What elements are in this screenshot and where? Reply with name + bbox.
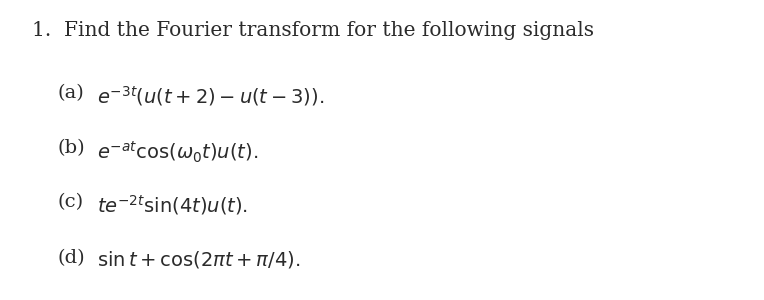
Text: 1.  Find the Fourier transform for the following signals: 1. Find the Fourier transform for the fo… (32, 21, 594, 40)
Text: (a): (a) (57, 84, 84, 102)
Text: $\sin t + \cos(2\pi t + \pi/4).$: $\sin t + \cos(2\pi t + \pi/4).$ (97, 249, 300, 270)
Text: (c): (c) (57, 194, 83, 211)
Text: (b): (b) (57, 140, 85, 158)
Text: (d): (d) (57, 249, 85, 267)
Text: $te^{-2t}\sin(4t)u(t).$: $te^{-2t}\sin(4t)u(t).$ (97, 194, 248, 218)
Text: $e^{-at}\cos(\omega_0 t)u(t).$: $e^{-at}\cos(\omega_0 t)u(t).$ (97, 140, 258, 165)
Text: $e^{-3t}(u(t+2) - u(t-3)).$: $e^{-3t}(u(t+2) - u(t-3)).$ (97, 84, 325, 108)
